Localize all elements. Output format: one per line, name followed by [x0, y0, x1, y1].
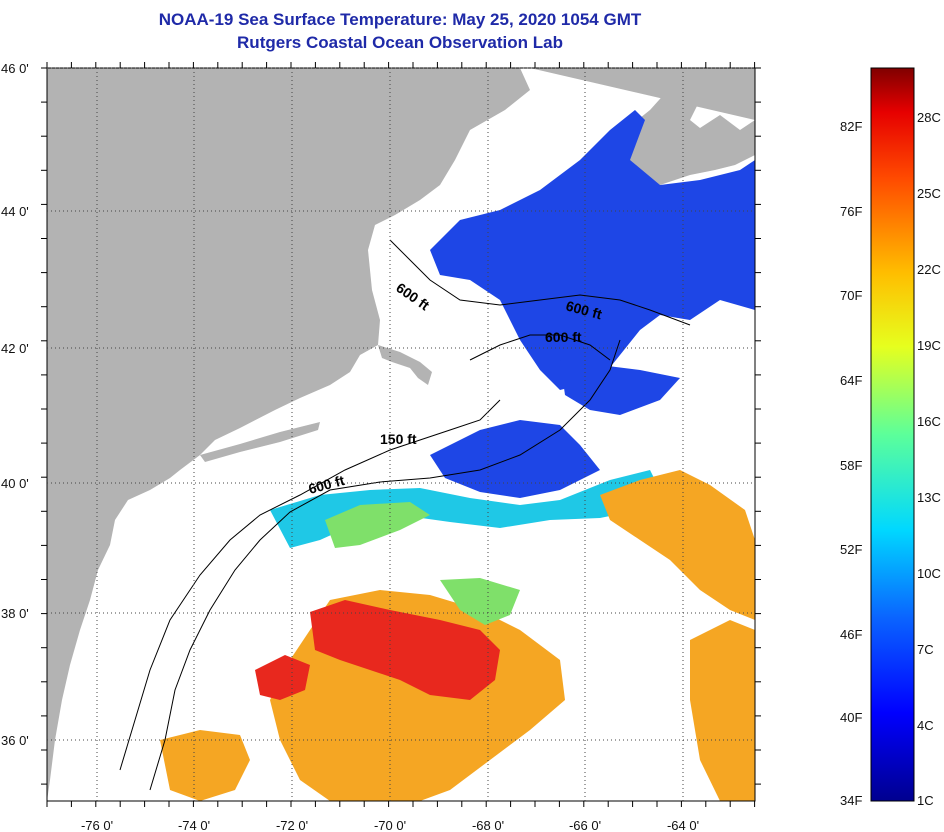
colorbar-celsius-label: 7C: [917, 642, 934, 657]
latitude-tick-label: 46 0': [1, 61, 29, 76]
colorbar-fahrenheit-label: 82F: [840, 119, 863, 134]
longitude-tick-label: -66 0': [569, 818, 601, 832]
colorbar-fahrenheit-label: 46F: [840, 627, 863, 642]
colorbar-celsius-label: 16C: [917, 414, 941, 429]
sst-warm-east: [600, 470, 755, 620]
contour-150ft: [119, 399, 501, 771]
colorbar-fahrenheit-label: 64F: [840, 373, 863, 388]
longitude-tick-label: -68 0': [472, 818, 504, 832]
colorbar-celsius-label: 13C: [917, 490, 941, 505]
colorbar-fahrenheit-label: 52F: [840, 542, 863, 557]
colorbar-fahrenheit-label: 58F: [840, 458, 863, 473]
sst-warm-southwest: [160, 730, 250, 801]
longitude-tick-label: -72 0': [276, 818, 308, 832]
land-us-east-coast: [47, 68, 530, 801]
sst-hot-west: [255, 655, 310, 700]
colorbar-fahrenheit-label: 70F: [840, 288, 863, 303]
colorbar-fahrenheit-label: 40F: [840, 710, 863, 725]
map-title: NOAA-19 Sea Surface Temperature: May 25,…: [158, 10, 642, 29]
colorbar-celsius-label: 1C: [917, 793, 934, 808]
sst-shelf-cold: [430, 420, 600, 498]
contour-600ft-shelf: [149, 339, 621, 791]
colorbar-celsius-label: 4C: [917, 718, 934, 733]
sst-hot-core: [310, 600, 500, 700]
land-cape-cod: [378, 345, 432, 385]
longitude-tick-label: -70 0': [374, 818, 406, 832]
land-long-island: [200, 422, 320, 462]
colorbar-celsius-label: 25C: [917, 186, 941, 201]
sst-gulf-of-maine-cold: [430, 110, 755, 390]
contour-600ft-gulf: [389, 239, 691, 326]
longitude-tick-label: -74 0': [178, 818, 210, 832]
colorbar-celsius-label: 28C: [917, 110, 941, 125]
latitude-tick-label: 38 0': [1, 606, 29, 621]
contour-label: 600 ft: [545, 329, 582, 345]
colorbar: [870, 67, 915, 802]
colorbar-celsius-label: 22C: [917, 262, 941, 277]
sst-warm-southeast: [690, 620, 755, 801]
sst-slope-cool: [270, 470, 660, 548]
longitude-tick-label: -76 0': [81, 818, 113, 832]
colorbar-fahrenheit-label: 34F: [840, 793, 863, 808]
colorbar-fahrenheit-label: 76F: [840, 204, 863, 219]
latitude-tick-label: 36 0': [1, 733, 29, 748]
longitude-tick-label: -64 0': [667, 818, 699, 832]
latitude-tick-label: 42 0': [1, 341, 29, 356]
latitude-tick-label: 44 0': [1, 204, 29, 219]
colorbar-celsius-label: 19C: [917, 338, 941, 353]
map-subtitle: Rutgers Coastal Ocean Observation Lab: [237, 33, 563, 52]
latitude-tick-label: 40 0': [1, 476, 29, 491]
sst-georges-cold: [560, 360, 680, 415]
sst-slope-mild: [325, 502, 430, 548]
colorbar-celsius-label: 10C: [917, 566, 941, 581]
contour-label: 150 ft: [380, 431, 417, 447]
